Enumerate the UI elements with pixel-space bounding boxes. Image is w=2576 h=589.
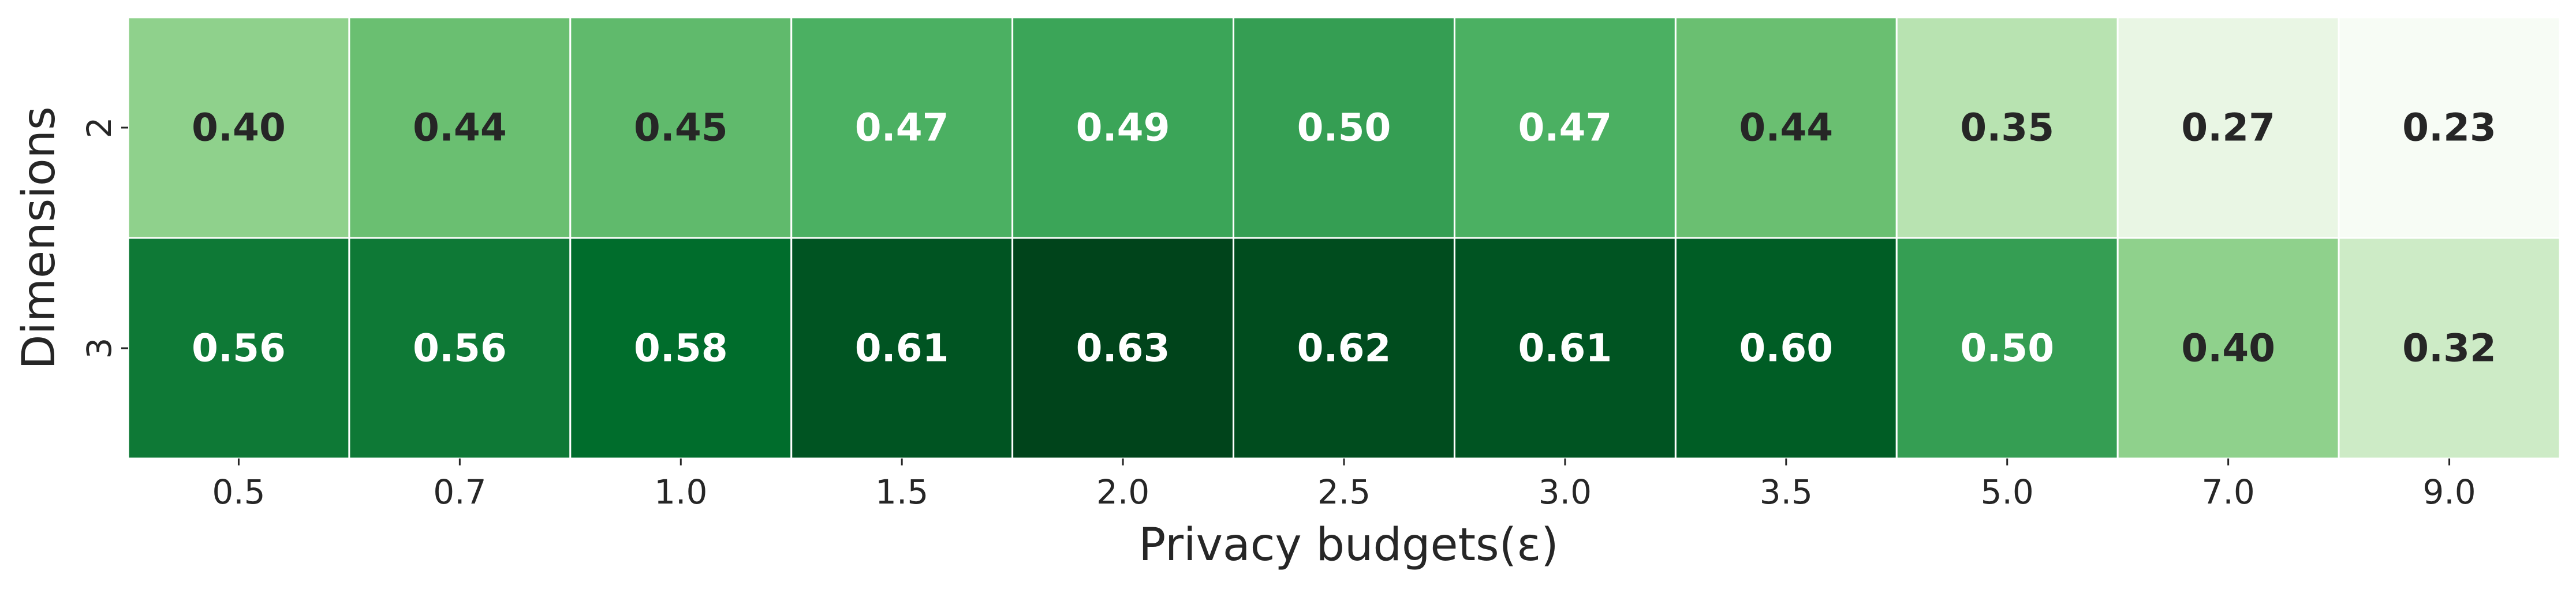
heatmap-cell <box>790 16 1014 239</box>
heatmap-cell <box>2338 16 2561 239</box>
heatmap-cell <box>790 237 1014 460</box>
heatmap-cell-label: 0.61 <box>1518 326 1612 371</box>
heatmap-cell-label: 0.63 <box>1076 326 1170 371</box>
x-tick-label: 3.5 <box>1760 472 1813 512</box>
y-axis-ticks: 23 <box>80 117 128 359</box>
x-tick-label: 9.0 <box>2422 472 2476 512</box>
heatmap-cell <box>1233 16 1455 239</box>
heatmap-cell-label: 0.49 <box>1076 106 1170 150</box>
x-axis-label: Privacy budgets(ε) <box>1138 519 1558 571</box>
x-tick-label: 7.0 <box>2202 472 2255 512</box>
heatmap-cell-label: 0.58 <box>634 326 728 371</box>
heatmap-cell <box>1674 237 1898 460</box>
heatmap-cell <box>1453 237 1677 460</box>
heatmap-cell-label: 0.47 <box>1518 106 1612 150</box>
x-tick-label: 0.7 <box>433 472 486 512</box>
heatmap-cell <box>348 16 572 239</box>
x-tick-label: 0.5 <box>212 472 265 512</box>
heatmap-cell <box>2116 16 2340 239</box>
heatmap-cell-label: 0.35 <box>1960 106 2054 150</box>
heatmap-cell-label: 0.61 <box>855 326 949 371</box>
x-tick-label: 5.0 <box>1981 472 2034 512</box>
heatmap-cell-label: 0.56 <box>192 326 286 371</box>
heatmap-cell <box>348 237 572 460</box>
x-axis-ticks: 0.5 0.7 1.0 1.5 2.0 2.5 3.0 3.5 5.0 7.0 9.0 <box>212 458 2476 512</box>
heatmap-cell-label: 0.23 <box>2402 106 2496 150</box>
x-tick-label: 2.5 <box>1317 472 1371 512</box>
x-tick-label: 2.0 <box>1096 472 1149 512</box>
heatmap-cell-label: 0.44 <box>413 106 507 150</box>
heatmap-cell <box>1011 237 1235 460</box>
heatmap-cell <box>1895 237 2119 460</box>
heatmap-cell-label: 0.40 <box>2181 326 2275 371</box>
heatmap-cell <box>1233 237 1455 460</box>
heatmap-cell <box>2338 237 2561 460</box>
heatmap-cell-label: 0.60 <box>1739 326 1833 371</box>
heatmap-cell-label: 0.50 <box>1297 106 1391 150</box>
x-tick-label: 1.0 <box>654 472 707 512</box>
heatmap-cell-label: 0.47 <box>855 106 949 150</box>
heatmap-cell-label: 0.44 <box>1739 106 1833 150</box>
y-axis-label: Dimensions <box>13 106 65 369</box>
heatmap-cell <box>127 237 350 460</box>
heatmap-cell <box>1011 16 1235 239</box>
heatmap-cell-label: 0.62 <box>1297 326 1391 371</box>
heatmap-cell <box>569 237 793 460</box>
heatmap-cell-label: 0.27 <box>2181 106 2275 150</box>
heatmap-cell <box>2116 237 2340 460</box>
y-tick-label: 3 <box>80 338 119 359</box>
x-tick-label: 1.5 <box>875 472 928 512</box>
heatmap-cell-label: 0.50 <box>1960 326 2054 371</box>
heatmap-cell-label: 0.56 <box>413 326 507 371</box>
heatmap-cell-label: 0.40 <box>192 106 286 150</box>
heatmap-cell <box>127 16 350 239</box>
heatmap-cell-label: 0.32 <box>2402 326 2496 371</box>
heatmap-cells: 0.40 0.44 0.45 0.47 0.49 0.50 0.47 0.44 0.35 0.27… <box>127 16 2561 460</box>
heatmap-cell <box>1674 16 1898 239</box>
heatmap-cell-label: 0.45 <box>634 106 728 150</box>
heatmap-cell <box>569 16 793 239</box>
x-tick-label: 3.0 <box>1539 472 1592 512</box>
y-tick-label: 2 <box>80 117 119 139</box>
